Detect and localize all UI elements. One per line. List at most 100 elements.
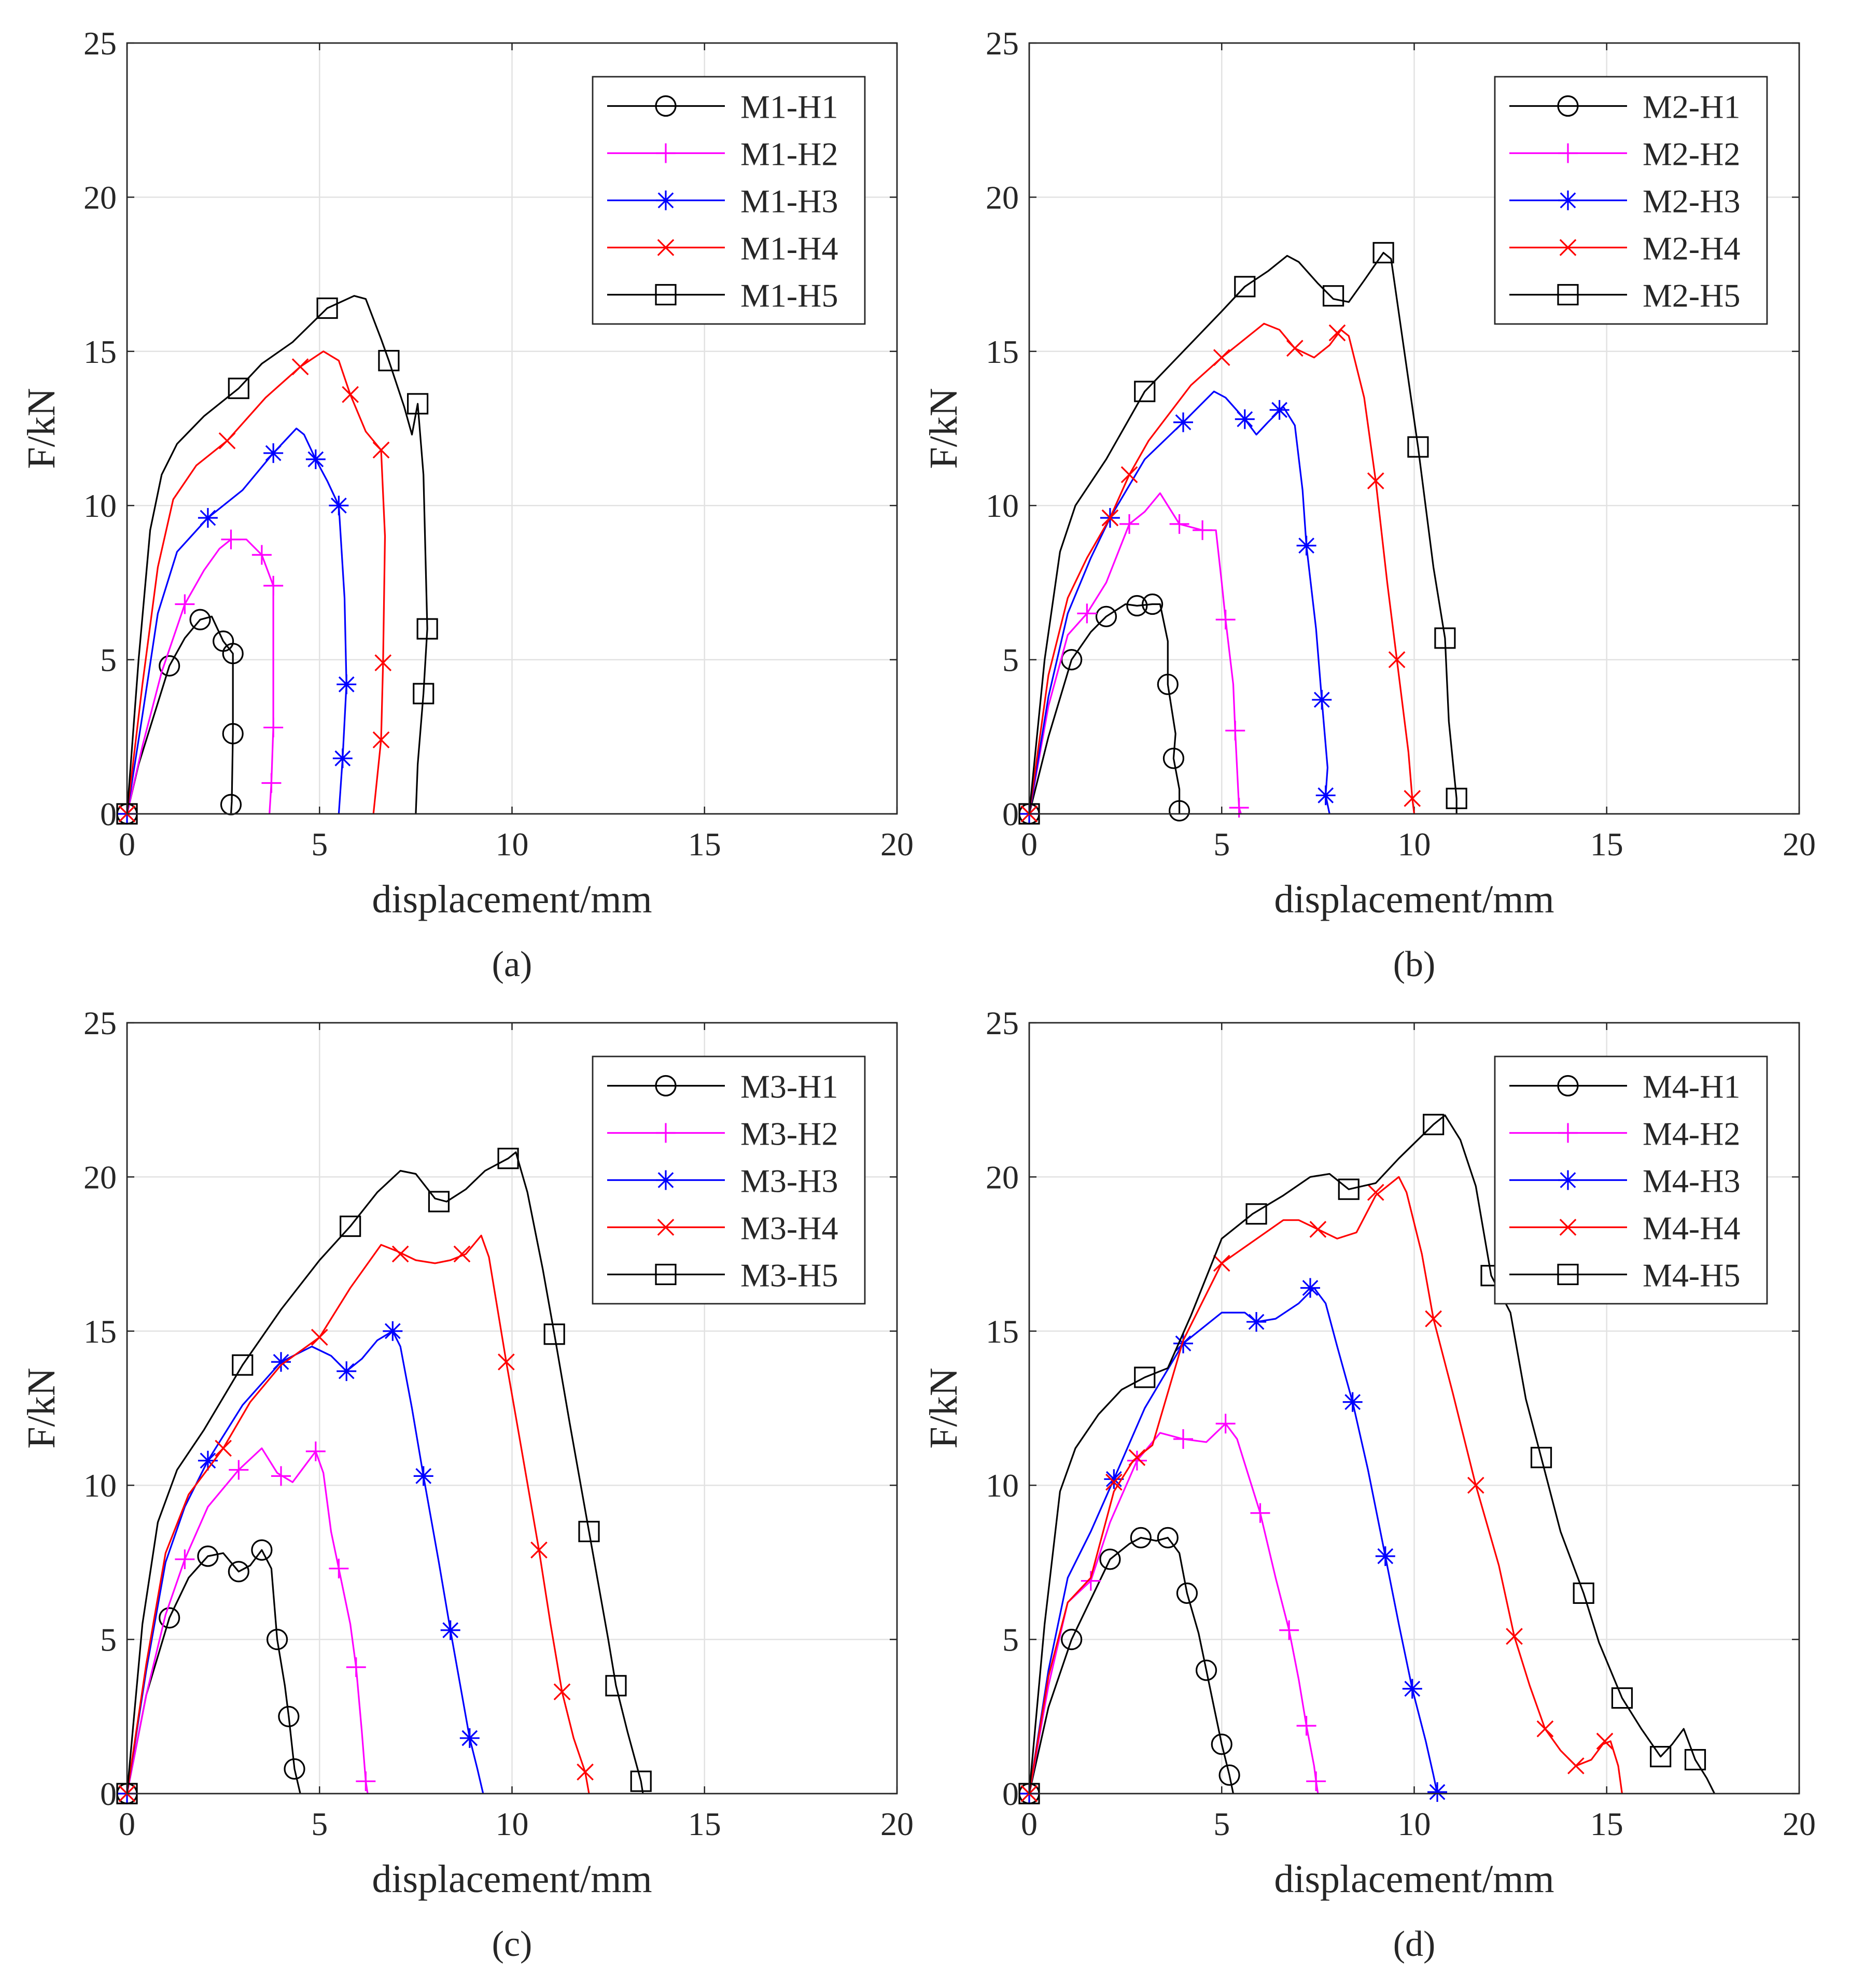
data-point-m2-h1	[1157, 673, 1179, 695]
data-point-m4-h5	[1245, 1203, 1267, 1225]
y-tick-label: 10	[83, 487, 117, 524]
data-point-m2-h5	[1372, 242, 1394, 264]
data-point-m4-h3	[1300, 1278, 1321, 1298]
data-point-m3-h3	[459, 1728, 480, 1748]
data-point-m1-h2	[261, 773, 282, 793]
y-axis-label: F/kN	[922, 388, 965, 469]
chart-panel-b: 0 5 10 15 20 0 5 10 15 20 25 displacement/mm F/kN (b)…	[922, 25, 1816, 984]
data-point-m1-h4	[372, 731, 390, 749]
legend-marker-sample	[1559, 239, 1577, 256]
legend-entry-m1-h3: M1-H3	[607, 183, 838, 220]
data-point-m1-h3	[329, 496, 349, 516]
data-point-m1-h2	[251, 545, 272, 565]
data-point-m1-h3	[198, 507, 218, 528]
legend-marker-sample	[1558, 1170, 1578, 1190]
y-axis-label: F/kN	[20, 388, 63, 469]
data-point-m4-h3	[1427, 1782, 1448, 1802]
data-point-m4-h1	[1061, 1629, 1083, 1651]
data-point-m3-h4	[498, 1353, 515, 1371]
legend-marker-sample	[656, 1170, 676, 1190]
legend-label: M3-H2	[740, 1116, 838, 1152]
y-tick-label: 25	[83, 25, 117, 62]
data-point-m2-h4	[1101, 509, 1119, 527]
x-axis-label: displacement/mm	[372, 878, 652, 921]
x-axis-label: displacement/mm	[372, 1857, 652, 1901]
data-point-m4-h1	[1211, 1733, 1232, 1755]
data-point-m3-h2	[356, 1771, 376, 1792]
plot-series-group	[116, 295, 438, 825]
legend-label: M4-H2	[1643, 1116, 1740, 1152]
data-point-m1-h3	[332, 748, 353, 768]
data-point-m2-h3	[1269, 400, 1290, 420]
data-point-m4-h4	[1596, 1732, 1614, 1750]
series-line-m2-h1	[1028, 603, 1181, 814]
legend-marker-sample	[655, 1075, 677, 1097]
data-point-m3-h1	[197, 1545, 219, 1567]
data-point-m1-h2	[221, 529, 241, 549]
data-point-m4-h1	[1157, 1527, 1179, 1548]
data-point-m2-h4	[1404, 789, 1421, 807]
y-tick-label: 0	[100, 796, 117, 833]
legend-marker-sample	[655, 95, 677, 117]
data-point-m4-h3	[1173, 1333, 1193, 1353]
legend-marker-sample	[657, 1219, 675, 1236]
panel-label: (c)	[492, 1924, 532, 1964]
data-point-m3-h2	[346, 1657, 366, 1677]
legend-marker-sample	[656, 143, 676, 163]
data-point-m1-h3	[263, 443, 284, 463]
x-tick-label: 20	[880, 826, 914, 863]
data-point-m2-h2	[1077, 603, 1097, 624]
data-point-m3-h1	[284, 1758, 305, 1780]
series-line-m3-h5	[126, 1151, 644, 1794]
data-point-m2-h5	[1434, 627, 1456, 649]
legend-marker-sample	[1558, 190, 1578, 210]
series-m3-h2	[117, 1441, 376, 1803]
data-point-m2-h2	[1225, 721, 1245, 741]
legend-marker-sample	[655, 284, 677, 306]
legend-entry-m1-h1: M1-H1	[607, 89, 838, 125]
data-point-m3-h5	[232, 1354, 254, 1376]
legend-marker-sample	[656, 1123, 676, 1143]
data-point-m2-h4	[1388, 651, 1406, 668]
x-tick-label: 20	[1783, 1806, 1816, 1842]
data-point-m1-h3	[337, 674, 357, 695]
legend-entry-m3-h1: M3-H1	[607, 1068, 838, 1105]
series-m2-h5	[1018, 242, 1467, 825]
data-point-m2-h2	[1193, 520, 1213, 540]
y-tick-label: 20	[83, 179, 117, 216]
data-point-m2-h5	[1407, 436, 1429, 458]
data-point-m4-h4	[1567, 1757, 1585, 1774]
series-m2-h1	[1018, 593, 1190, 825]
plot-series-group	[1018, 242, 1467, 825]
data-point-m3-h1	[251, 1539, 273, 1561]
legend-entry-m3-h5: M3-H5	[607, 1257, 838, 1294]
data-point-m3-h3	[440, 1620, 460, 1640]
y-tick-label: 10	[986, 487, 1019, 524]
data-point-m1-h2	[263, 575, 284, 596]
data-point-m4-h4	[1467, 1476, 1484, 1494]
data-point-m1-h2	[175, 594, 195, 614]
data-point-m4-h4	[1367, 1183, 1384, 1201]
x-tick-label: 10	[496, 1806, 529, 1842]
data-point-m4-h4	[1506, 1628, 1523, 1645]
data-point-m4-h4	[1105, 1473, 1123, 1491]
x-tick-label: 0	[119, 1806, 135, 1842]
data-point-m3-h4	[530, 1541, 548, 1559]
legend-label: M2-H5	[1643, 277, 1740, 314]
legend-entry-m2-h3: M2-H3	[1509, 183, 1740, 220]
y-tick-label: 10	[83, 1467, 117, 1504]
legend-marker-sample	[1557, 1263, 1579, 1286]
data-point-m1-h4	[372, 441, 390, 459]
y-axis-label: F/kN	[20, 1367, 63, 1448]
x-tick-label: 5	[1213, 1806, 1230, 1842]
y-tick-label: 5	[1002, 1622, 1019, 1658]
chart-panel-d: 0 5 10 15 20 0 5 10 15 20 25 displacement/mm F/kN (d)…	[922, 1005, 1816, 1964]
legend-label: M1-H1	[740, 89, 838, 125]
data-point-m3-h3	[271, 1352, 291, 1372]
data-point-m2-h2	[1215, 610, 1236, 630]
x-tick-label: 15	[1590, 826, 1623, 863]
data-point-m3-h4	[311, 1329, 328, 1346]
series-line-m4-h1	[1028, 1536, 1235, 1794]
data-point-m3-h3	[198, 1450, 218, 1471]
